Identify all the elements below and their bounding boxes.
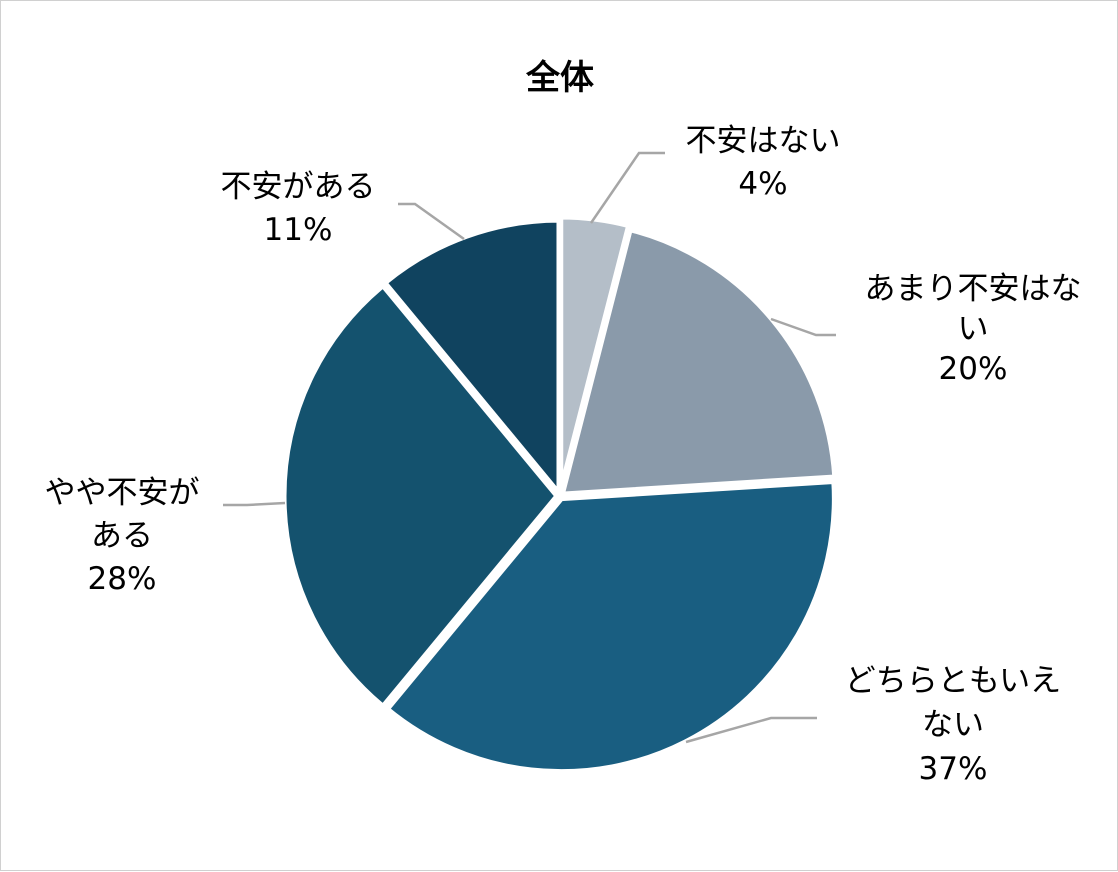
- slice-label: あまり不安はない 20%: [865, 271, 1082, 387]
- leader-line: [770, 317, 836, 337]
- slice-category-label: ある: [91, 518, 153, 554]
- pie-slice: [382, 217, 562, 496]
- slice-category-label: い: [958, 311, 989, 347]
- slice-category-label: やや不安が: [45, 475, 200, 511]
- leader-line: [589, 151, 665, 224]
- pie-slices: [281, 214, 838, 775]
- chart-title: 全体: [525, 58, 594, 98]
- slice-category-label: どちらともいえ: [845, 663, 1061, 699]
- slice-label: やや不安がある 28%: [45, 475, 200, 597]
- slice-label: 不安がある 11%: [221, 169, 376, 248]
- leader-line: [685, 716, 817, 744]
- slice-value-label: 20%: [939, 351, 1008, 387]
- slice-category-label: ない: [922, 707, 984, 743]
- slice-value-label: 4%: [738, 166, 787, 202]
- pie-slice: [281, 283, 560, 709]
- slice-label: どちらともいえない 37%: [845, 663, 1061, 787]
- slice-category-label: あまり不安はな: [865, 271, 1082, 307]
- slice-label: 不安はない 4%: [686, 123, 841, 202]
- slice-labels: 不安はない 4% あまり不安はない 20% どちらともいえない 37% やや不安がある 28%…: [45, 123, 1082, 787]
- slice-category-label: 不安がある: [221, 169, 376, 205]
- pie-slice: [384, 479, 837, 775]
- slice-value-label: 37%: [919, 751, 988, 787]
- leader-lines: [223, 151, 836, 744]
- leader-line: [398, 202, 465, 241]
- slice-category-label: 不安はない: [686, 123, 841, 159]
- leader-line: [223, 501, 286, 507]
- slice-value-label: 11%: [264, 212, 333, 248]
- slice-value-label: 28%: [88, 561, 157, 597]
